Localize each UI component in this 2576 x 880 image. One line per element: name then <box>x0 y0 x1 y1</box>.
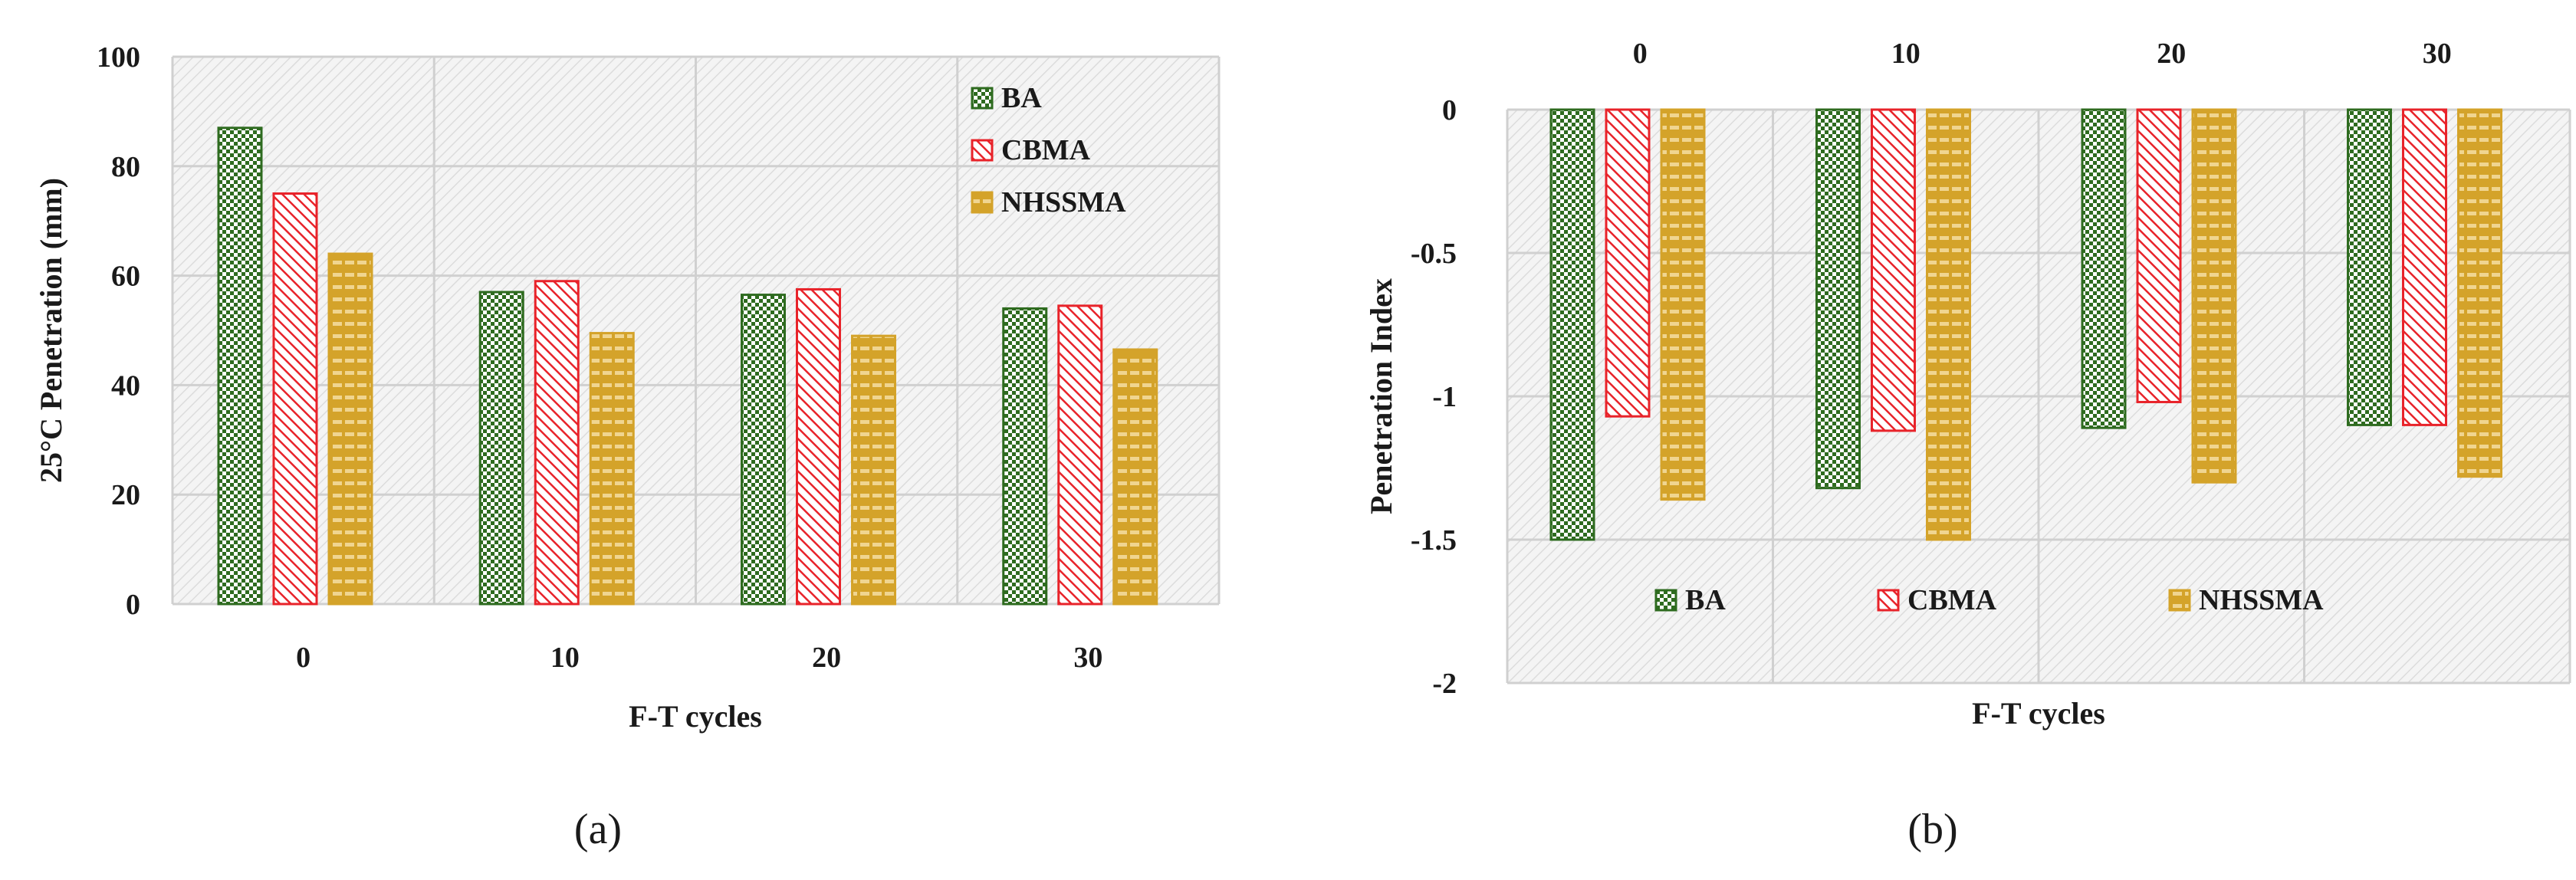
x-tick-label: 0 <box>296 642 310 674</box>
bar-ba-20 <box>2081 108 2127 429</box>
bar-cbma-20 <box>2136 108 2182 403</box>
y-ticks-a: 0 20 40 60 80 100 <box>97 41 140 621</box>
x-ticks-a: 0 10 20 30 <box>296 642 1102 674</box>
bar-ba-10 <box>478 291 524 606</box>
y-tick-label: -2 <box>1432 668 1457 700</box>
bar-nhssma-20 <box>2191 108 2237 484</box>
x-axis-title-b: F-T cycles <box>1972 696 2105 731</box>
legend-label-nhssma: NHSSMA <box>1001 186 1126 218</box>
y-tick-label: 60 <box>111 261 140 293</box>
bar-cbma-0 <box>272 192 318 606</box>
x-tick-label: 30 <box>2423 38 2452 70</box>
bar-nhssma-0 <box>1660 108 1706 501</box>
x-tick-label: 30 <box>1073 642 1102 674</box>
bar-nhssma-30 <box>2457 108 2502 478</box>
y-tick-label: -0.5 <box>1411 238 1457 270</box>
bar-cbma-10 <box>534 280 580 606</box>
y-tick-label: -1 <box>1432 381 1457 413</box>
y-tick-label: 80 <box>111 151 140 183</box>
y-axis-title-b: Penetration Index <box>1364 278 1398 514</box>
legend-swatch-ba <box>1654 589 1677 612</box>
y-ticks-b: 0 -0.5 -1 -1.5 -2 <box>1411 94 1457 700</box>
x-tick-label: 20 <box>812 642 841 674</box>
x-tick-label: 20 <box>2157 38 2186 70</box>
bars-a <box>217 126 1158 606</box>
bar-ba-30 <box>2347 108 2392 426</box>
y-tick-label: 20 <box>111 479 140 511</box>
legend-swatch-nhssma <box>2168 589 2191 612</box>
bar-cbma-20 <box>796 287 841 606</box>
legend-label-cbma: CBMA <box>1001 134 1091 166</box>
bar-ba-20 <box>741 294 786 606</box>
bar-cbma-10 <box>1871 108 1916 432</box>
bar-nhssma-30 <box>1112 348 1158 606</box>
bar-nhssma-0 <box>327 252 373 606</box>
y-tick-label: 0 <box>126 589 140 621</box>
bar-nhssma-20 <box>851 334 896 606</box>
x-tick-label: 0 <box>1633 38 1648 70</box>
legend-label-ba: BA <box>1685 584 1726 616</box>
legend-label-nhssma: NHSSMA <box>2199 584 2324 616</box>
y-tick-label: 40 <box>111 369 140 402</box>
x-tick-label: 10 <box>550 642 580 674</box>
panel-label-b: (b) <box>1907 806 1957 853</box>
bar-nhssma-10 <box>1926 108 1971 541</box>
x-axis-title-a: F-T cycles <box>629 699 762 734</box>
legend-b: BA CBMA NHSSMA <box>1654 584 2324 616</box>
y-tick-label: 100 <box>97 41 140 74</box>
bar-ba-10 <box>1815 108 1861 490</box>
legend-swatch-ba <box>971 87 994 110</box>
bar-cbma-30 <box>1057 304 1103 606</box>
y-axis-title-a: 25°C Penetration (mm) <box>34 178 68 483</box>
x-tick-label: 10 <box>1891 38 1921 70</box>
bar-ba-0 <box>217 126 263 606</box>
bar-cbma-30 <box>2402 108 2447 426</box>
y-tick-label: -1.5 <box>1411 524 1457 557</box>
legend-swatch-cbma <box>971 139 994 162</box>
legend-swatch-nhssma <box>971 191 994 214</box>
bars-b <box>1549 108 2502 541</box>
bar-nhssma-10 <box>589 332 635 606</box>
x-ticks-b: 0 10 20 30 <box>1633 38 2452 70</box>
bar-ba-0 <box>1549 108 1595 541</box>
chart-b: 0 -0.5 -1 -1.5 -2 0 10 20 30 F-T cycles Penetra… <box>1364 38 2571 731</box>
bar-ba-30 <box>1002 307 1048 606</box>
legend-label-cbma: CBMA <box>1907 584 1997 616</box>
bar-cbma-0 <box>1605 108 1651 418</box>
y-tick-label: 0 <box>1442 94 1457 126</box>
legend-a: BA CBMA NHSSMA <box>971 82 1126 218</box>
chart-a: 0 20 40 60 80 100 0 10 20 30 F-T cycles 25°C Pen… <box>34 41 1221 734</box>
panel-label-a: (a) <box>574 806 622 853</box>
legend-label-ba: BA <box>1001 82 1042 114</box>
legend-swatch-cbma <box>1877 589 1900 612</box>
